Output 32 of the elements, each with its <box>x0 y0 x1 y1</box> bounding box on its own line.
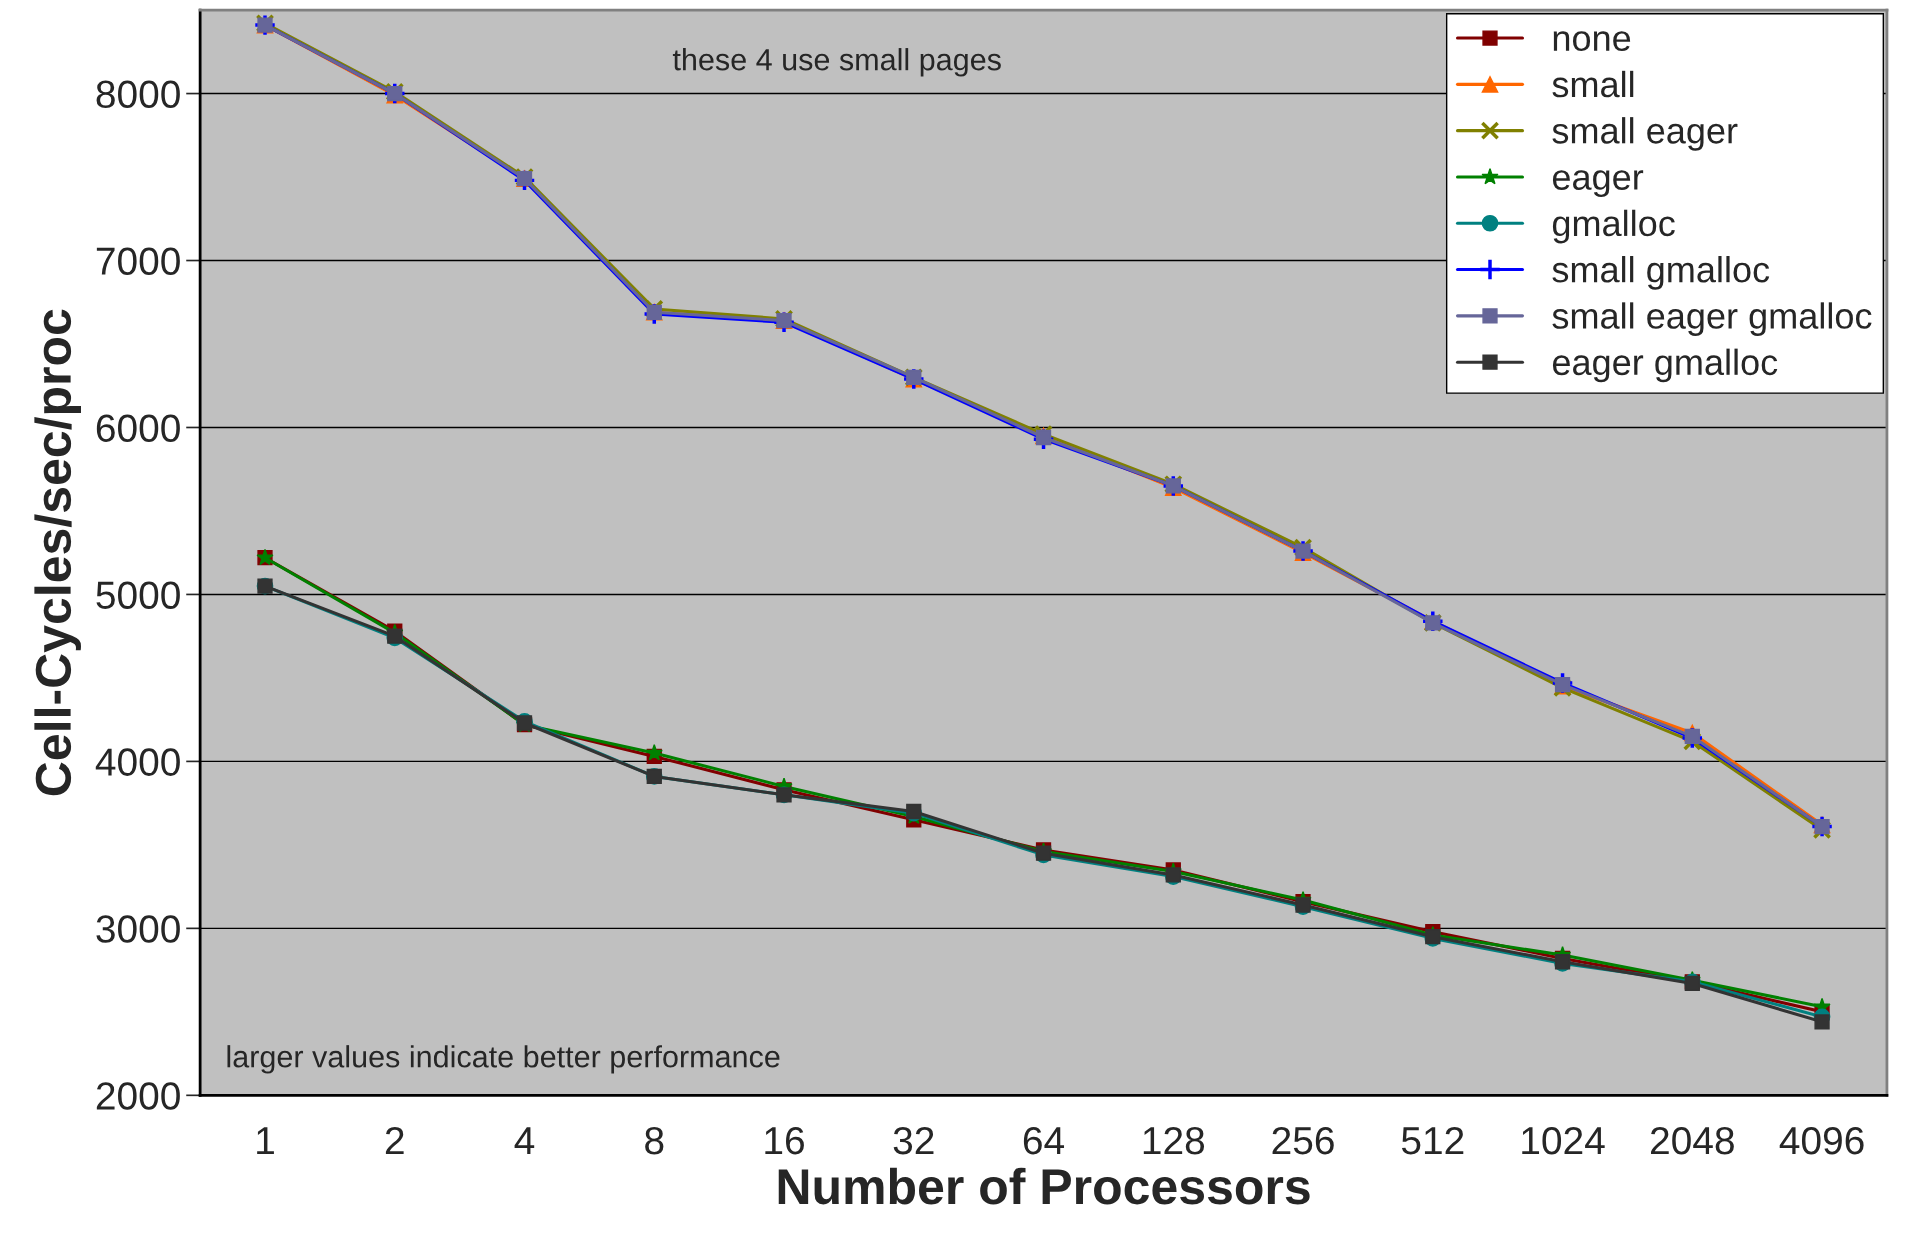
legend-label: eager gmalloc <box>1552 348 1778 383</box>
legend-label: small <box>1552 70 1634 98</box>
y-tick-label: 8000 <box>96 80 180 109</box>
y-tick-label: 3000 <box>96 915 180 943</box>
y-tick-label: 4000 <box>95 748 180 776</box>
legend-label: small gmalloc <box>1552 256 1770 290</box>
x-tick-label: 128 <box>1143 1126 1205 1155</box>
x-tick-label: 16 <box>765 1126 804 1155</box>
x-axis-title: Number of Processors <box>778 1167 1310 1205</box>
legend-label: small eager <box>1552 117 1738 151</box>
y-tick-label: 2000 <box>96 1082 180 1110</box>
x-tick-label: 2 <box>385 1126 404 1155</box>
annotation: these 4 use small pages <box>672 48 1001 77</box>
x-tick-label: 256 <box>1272 1126 1334 1155</box>
legend-label: gmalloc <box>1552 209 1675 244</box>
annotation: larger values indicate better performance <box>227 1045 780 1074</box>
y-tick-label: 6000 <box>96 414 180 442</box>
x-tick-label: 32 <box>893 1126 934 1155</box>
x-tick-label: 64 <box>1023 1126 1065 1155</box>
x-tick-label: 2048 <box>1651 1126 1734 1155</box>
x-tick-label: 1024 <box>1522 1126 1605 1155</box>
legend-label: eager <box>1552 170 1644 198</box>
x-tick-label: 1 <box>257 1127 274 1155</box>
y-tick-label: 5000 <box>96 581 180 609</box>
x-tick-label: 4096 <box>1779 1126 1864 1155</box>
x-tick-label: 512 <box>1401 1126 1464 1155</box>
x-tick-label: 8 <box>645 1126 664 1155</box>
legend-label: small eager gmalloc <box>1552 302 1872 336</box>
y-axis-title: Cell-Cycles/sec/proc <box>34 309 81 796</box>
x-tick-label: 4 <box>514 1127 535 1155</box>
y-tick-label: 7000 <box>96 247 180 275</box>
legend-label: none <box>1553 31 1631 52</box>
